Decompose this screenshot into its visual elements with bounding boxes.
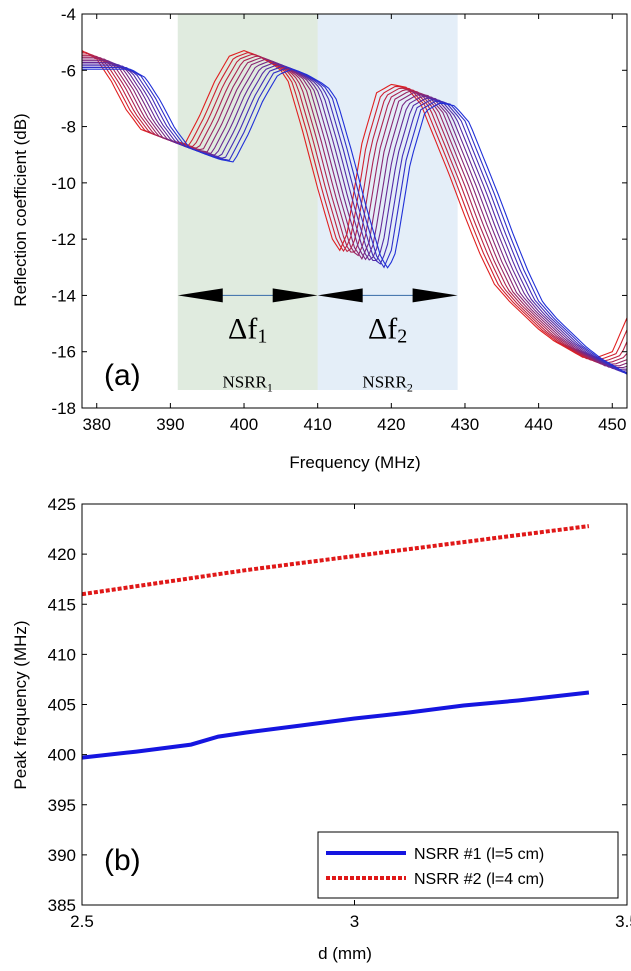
chart-a-ytick-label: -16 [51,343,76,362]
chart-a-xtick-label: 450 [598,415,626,434]
legend-box [317,831,619,899]
chart-a-ytick-label: -6 [61,61,76,80]
chart-b-xtick-label: 2.5 [70,912,94,931]
chart-a-xtick-label: 410 [303,415,331,434]
delta-arrow-left-1 [177,288,223,303]
reflection-curve [82,63,627,372]
chart-b-ytick-label: 420 [48,545,76,564]
reflection-curve [82,66,628,375]
delta-arrow-left-2 [317,288,363,303]
chart-a-ytick-label: -4 [61,5,76,24]
chart-a-ytick-label: -18 [51,399,76,418]
chart-a-xtick-label: 380 [83,415,111,434]
reflection-curve [82,68,628,374]
chart-a-xtick-label: 430 [451,415,479,434]
chart-b-ytick-label: 390 [48,846,76,865]
reflection-curve [82,65,627,374]
region-name-label-1: NSRR1 [222,372,272,394]
legend-label-2: NSRR #2 (l=4 cm) [414,871,544,888]
chart-a-ytick-label: -14 [51,286,76,305]
chart-b-xlabel: d (mm) [318,944,372,963]
chart-b-ytick-label: 385 [48,896,76,915]
chart-a-ytick-label: -8 [61,118,76,137]
chart-b-ytick-label: 425 [48,495,76,514]
chart-a-xlabel: Frequency (MHz) [289,453,420,472]
chart-b-ytick-label: 405 [48,696,76,715]
chart-a-xtick-label: 440 [524,415,552,434]
peak-line-nsrr-2 [81,524,590,597]
chart-a-xtick-label: 420 [377,415,405,434]
chart-a-frame [81,13,628,409]
region-name-label-2: NSRR2 [362,372,412,394]
delta-arrow-right-2 [412,288,458,303]
chart-a-arrows [177,288,458,303]
chart-a-ylabel: Reflection coefficient (dB) [11,113,30,306]
chart-b-ytick-label: 400 [48,746,76,765]
chart-b-ytick-label: 415 [48,595,76,614]
delta-arrow-right-1 [272,288,318,303]
chart-b-xtick-label: 3 [350,912,359,931]
chart-a-xtick-label: 400 [230,415,258,434]
chart-a-panel-label: (a) [104,359,141,392]
chart-a-xtick-label: 390 [156,415,184,434]
reflection-curve [82,61,627,370]
chart-b: 2.5 3 3.5 385 390 395 400 405 410 415 420 425 d (mm… [11,495,631,963]
chart-b-series [81,524,590,760]
peak-line-nsrr-1 [81,690,590,760]
chart-b-ytick-label: 395 [48,796,76,815]
chart-b-legend: NSRR #1 (l=5 cm) NSRR #2 (l=4 cm) [317,831,619,899]
chart-a-ytick-label: -12 [51,230,76,249]
chart-b-panel-label: (b) [104,844,141,877]
legend-label-1: NSRR #1 (l=5 cm) [414,846,544,863]
chart-a-axes: 380 390 400 410 420 430 440 450 -18 -16 -14 -12 -10 -… [51,5,628,434]
chart-b-xtick-label: 3.5 [615,912,631,931]
chart-a-ytick-label: -10 [51,174,76,193]
chart-a-series [81,50,628,375]
chart-b-axes: 2.5 3 3.5 385 390 395 400 405 410 415 420 425 [48,495,631,931]
chart-b-ytick-label: 410 [48,645,76,664]
chart-b-ylabel: Peak frequency (MHz) [11,620,30,789]
